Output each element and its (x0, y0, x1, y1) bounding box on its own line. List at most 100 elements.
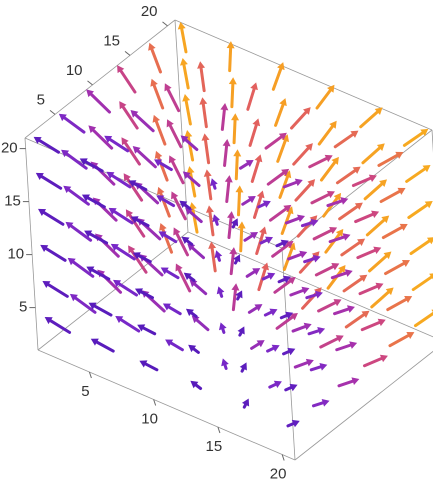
arrow-head (165, 339, 174, 347)
arrow-head (379, 179, 388, 188)
vector-arrow (152, 83, 165, 110)
vector-arrow (93, 304, 113, 317)
y-tick-label: 5 (37, 91, 45, 108)
y-tick (124, 51, 131, 56)
arrow-head (317, 326, 326, 335)
arrow-head (307, 179, 316, 188)
arrow-head (113, 279, 122, 288)
arrow-head (420, 128, 429, 137)
vector-arrow (282, 180, 298, 189)
arrow-head (252, 268, 261, 276)
arrow-head (106, 171, 115, 179)
arrow-head (245, 159, 254, 168)
arrow-head (185, 207, 193, 216)
vector-arrow (239, 162, 250, 170)
arrow-head (287, 347, 296, 356)
arrow-head (368, 174, 377, 182)
vector-arrow (201, 102, 208, 129)
vector-arrow (165, 269, 180, 280)
arrow-head (267, 272, 276, 280)
vector-arrow (411, 275, 433, 292)
arrow-head (130, 216, 139, 224)
vector-arrow (250, 159, 261, 183)
vector-arrow (192, 347, 200, 354)
arrow-head (121, 137, 129, 146)
arrow-head (383, 251, 392, 260)
z-tick-label: 5 (19, 299, 27, 316)
arrow-head (277, 62, 285, 71)
arrow-head (191, 315, 200, 324)
arrow-head (221, 358, 229, 367)
z-tick-label: 20 (1, 140, 18, 157)
arrow-head (335, 335, 344, 343)
vector-arrow (368, 254, 388, 273)
arrow-head (294, 178, 303, 187)
vector-arrow (308, 157, 328, 169)
vector-arrow (365, 218, 386, 237)
arrow-head (233, 254, 241, 263)
arrow-head (256, 340, 265, 348)
vector-arrow (167, 305, 182, 316)
vector-arrow (121, 105, 139, 130)
arrow-head (61, 149, 70, 158)
arrow-head (259, 226, 267, 235)
x-tick (88, 371, 92, 379)
vector-arrow (307, 329, 320, 336)
vector-arrow (266, 346, 275, 353)
arrow-head (371, 210, 380, 219)
vector-arrow (219, 291, 224, 298)
arrow-head (231, 283, 240, 291)
arrow-head (186, 166, 195, 174)
vector-arrow (239, 226, 244, 253)
arrow-head (189, 279, 198, 288)
arrow-head (86, 266, 95, 274)
vector-arrow (88, 232, 109, 245)
arrow-head (315, 290, 323, 299)
arrow-head (180, 135, 189, 143)
vector-arrow (333, 307, 350, 316)
vector-arrow (268, 207, 288, 222)
arrow-head (252, 118, 261, 127)
vector-arrow (186, 174, 201, 188)
vector-arrow (405, 167, 427, 183)
arrow-head (117, 65, 125, 74)
vector-arrow (62, 116, 86, 134)
vector-arrow (279, 313, 289, 320)
arrow-head (222, 139, 231, 147)
arrow-head (237, 221, 246, 229)
arrow-head (299, 250, 308, 259)
arrow-head (104, 135, 113, 143)
arrow-head (179, 200, 188, 208)
vector-arrow (275, 241, 284, 248)
vector-arrow (257, 202, 267, 209)
vector-arrow (208, 210, 215, 237)
arrow-head (381, 215, 390, 224)
arrow-head (208, 241, 217, 249)
vector-arrow (359, 110, 379, 129)
vector-arrow (191, 246, 205, 260)
arrow-head (333, 299, 342, 307)
arrow-head (227, 211, 235, 219)
arrow-head (115, 315, 124, 324)
vector-arrow (177, 268, 192, 293)
arrow-head (350, 130, 359, 138)
arrow-head (58, 113, 67, 122)
vector-arrow (173, 196, 187, 221)
arrow-head (63, 185, 72, 194)
arrow-head (310, 218, 319, 227)
vector-arrow (228, 46, 233, 73)
arrow-head (233, 149, 242, 157)
arrow-head (406, 332, 415, 340)
arrow-head (305, 143, 313, 151)
vector-arrow (234, 154, 239, 181)
arrow-head (344, 269, 353, 277)
arrow-head (139, 360, 148, 368)
arrow-head (164, 83, 172, 92)
vector-arrow (158, 161, 173, 172)
vector-arrow (294, 182, 312, 202)
vector-arrow (377, 153, 399, 167)
vector-arrow (317, 124, 334, 146)
arrow-head (297, 214, 306, 223)
vector-arrow (326, 199, 344, 208)
vector-arrow (384, 261, 406, 276)
